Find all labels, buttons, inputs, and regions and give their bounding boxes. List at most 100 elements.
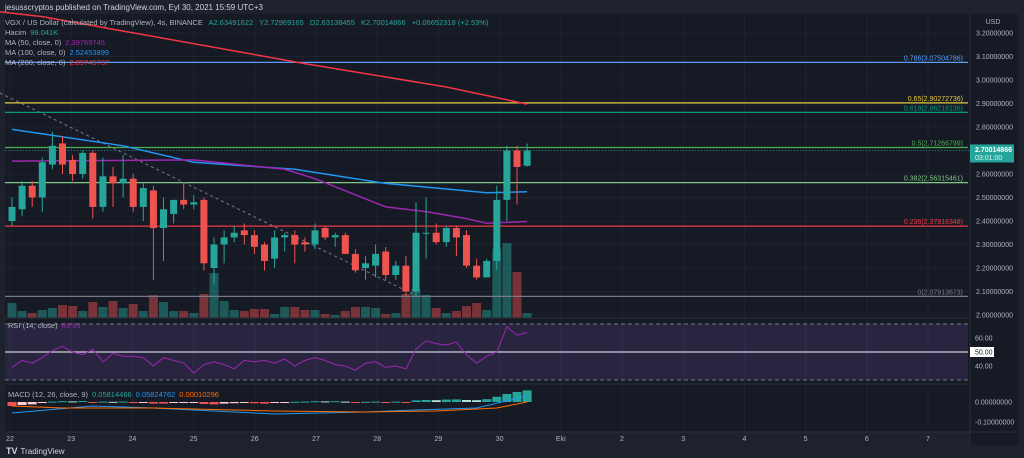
candle-body xyxy=(240,230,248,236)
volume-legend[interactable]: Hacim 99.041K xyxy=(5,28,62,37)
macd-hist-bar xyxy=(239,402,249,403)
macd-signal-value: 0.00010296 xyxy=(179,390,219,399)
rsi-value-badge xyxy=(970,347,994,357)
macd-hist-bar xyxy=(401,402,411,403)
macd-hist-bar xyxy=(330,401,340,403)
price-tick-label: 2.50000000 xyxy=(976,195,1013,202)
price-tick-label: 3.10000000 xyxy=(976,54,1013,61)
candle-body xyxy=(109,176,117,184)
volume-bar xyxy=(209,273,219,318)
rsi-pane xyxy=(5,317,970,381)
volume-bar xyxy=(512,272,522,318)
fib-level-label: 0.5(2.71266799) xyxy=(912,141,963,148)
grid xyxy=(5,14,970,432)
ma200-legend[interactable]: MA (200, close, 0) 2.89745737 xyxy=(5,58,113,67)
time-tick-label: 26 xyxy=(251,436,259,443)
price-tick-label: 2.80000000 xyxy=(976,125,1013,132)
macd-hist-bar xyxy=(78,401,88,402)
fib-retracement[interactable]: 0.786(3.07504786) 0.65(2.90272736) 0.618(2… xyxy=(5,55,968,298)
time-tick-label: 23 xyxy=(67,436,75,443)
macd-line-value: 0.05824762 xyxy=(135,390,176,399)
volume-bar xyxy=(47,308,57,318)
macd-hist-bar xyxy=(280,402,290,403)
ma50-value: 2.39769745 xyxy=(65,38,105,47)
candle-body xyxy=(190,202,198,205)
candle-body xyxy=(281,235,289,238)
candle-body xyxy=(331,235,339,238)
volume-bar xyxy=(37,310,47,318)
volume-bar xyxy=(58,305,67,318)
candle-body xyxy=(261,244,268,261)
fib-level-label: 0.236(2.37816348) xyxy=(904,219,963,226)
candle-body xyxy=(149,190,157,229)
low-value: D2.63138455 xyxy=(309,18,355,27)
footer-brand[interactable]: TV TradingView xyxy=(6,446,65,456)
volume-bar xyxy=(472,303,482,318)
time-tick-label: 2 xyxy=(620,436,624,443)
candle-body xyxy=(119,178,127,184)
candle-body xyxy=(483,260,491,278)
publisher-bar: jesusscryptos published on TradingView.c… xyxy=(0,0,1024,14)
macd-hist-bar xyxy=(441,399,451,402)
volume-bar xyxy=(148,295,158,318)
rsi-legend[interactable]: RSI (14, close) 63.93 xyxy=(8,321,84,330)
macd-hist-bar xyxy=(320,401,330,403)
volume-bar xyxy=(229,310,239,318)
volume-bar xyxy=(391,313,401,318)
macd-hist-bar xyxy=(98,401,108,403)
volume-bar xyxy=(462,306,471,318)
volume-bar xyxy=(340,311,350,318)
macd-pane xyxy=(5,383,970,415)
macd-tick-label: 0.00000000 xyxy=(975,400,1012,407)
volume-bar xyxy=(128,304,138,318)
macd-hist-bar xyxy=(37,402,47,403)
candle-body xyxy=(301,242,309,245)
volume-bar xyxy=(421,295,431,318)
candle-body xyxy=(210,244,218,268)
time-tick-label: 5 xyxy=(804,436,808,443)
macd-legend[interactable]: MACD (12, 26, close, 9) 0.05814466 0.05824… xyxy=(8,390,223,399)
change-value: +0.06652318 (+2.53%) xyxy=(411,18,489,27)
macd-hist-bar xyxy=(421,400,431,402)
macd-hist-bar xyxy=(219,402,229,404)
candles xyxy=(8,131,531,297)
candle-body xyxy=(99,176,107,207)
volume-bar xyxy=(310,310,320,318)
ma200-line xyxy=(0,11,528,105)
macd-hist-bar xyxy=(340,401,350,403)
candle-body xyxy=(89,152,97,207)
macd-hist-bar xyxy=(199,402,209,404)
time-tick-label: 28 xyxy=(373,436,381,443)
volume-bar xyxy=(239,311,249,318)
macd-hist-bar xyxy=(290,401,300,403)
price-axis[interactable] xyxy=(970,14,1018,445)
macd-hist-bar xyxy=(138,402,148,403)
volume-bar xyxy=(492,249,502,318)
macd-hist-value: 0.05814466 xyxy=(92,390,132,399)
price-tick-label: 2.40000000 xyxy=(976,219,1013,226)
macd-hist-bar xyxy=(118,401,128,403)
volume-bar xyxy=(7,303,17,318)
ma50-legend[interactable]: MA (50, close, 0) 2.39769745 xyxy=(5,38,109,47)
price-tick-label: 2.60000000 xyxy=(976,172,1013,179)
volume-bar xyxy=(27,313,37,318)
symbol-title[interactable]: VGX / US Dollar (calculated by TradingVi… xyxy=(5,18,203,27)
macd-hist-bar xyxy=(350,402,360,403)
rsi-tick-label: 50.00 xyxy=(975,350,993,357)
macd-hist-bar xyxy=(68,401,78,403)
volume-bar xyxy=(78,311,88,318)
macd-hist-bar xyxy=(512,392,522,402)
time-tick-label: 24 xyxy=(129,436,137,443)
candle-body xyxy=(493,199,501,261)
candle-body xyxy=(321,228,329,238)
volume-bar xyxy=(280,307,290,318)
candle-body xyxy=(220,237,228,245)
rsi-tick-label: 60.00 xyxy=(975,336,993,343)
volume-bar xyxy=(482,310,492,318)
volume-bar xyxy=(401,294,411,318)
macd-hist-bar xyxy=(17,402,27,405)
macd-hist-bar xyxy=(462,400,471,402)
ma100-legend[interactable]: MA (100, close, 0) 2.52453899 xyxy=(5,48,113,57)
macd-hist-bar xyxy=(270,402,280,403)
